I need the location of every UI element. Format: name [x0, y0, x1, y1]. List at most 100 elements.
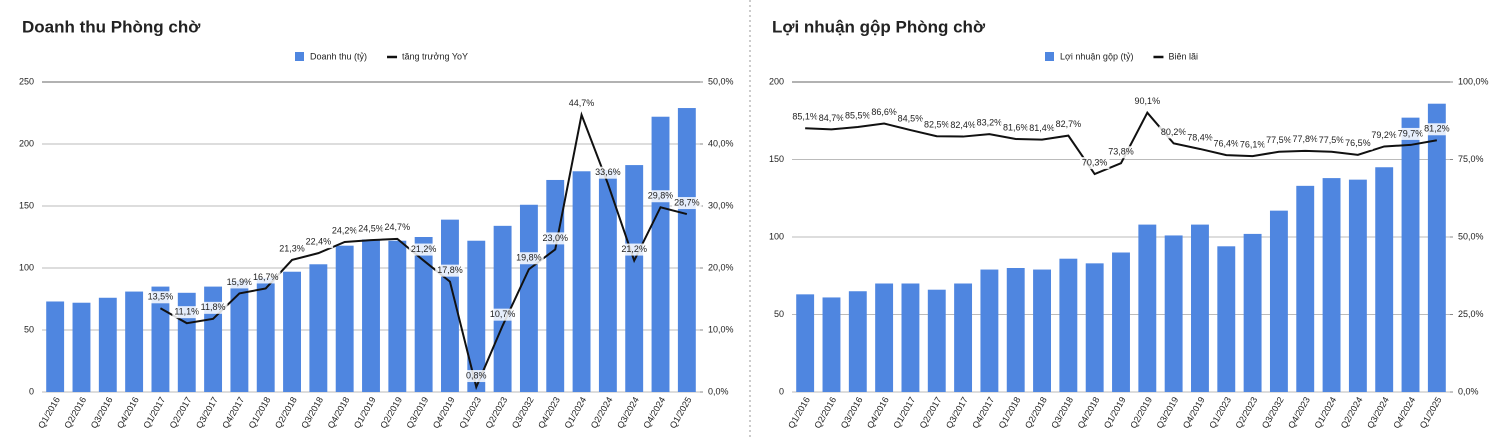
value-label: 78,4%	[1187, 132, 1213, 142]
value-label: 79,2%	[1371, 130, 1397, 140]
legend-swatch	[1045, 52, 1054, 61]
value-label: 29,8%	[648, 191, 674, 201]
value-label: 82,4%	[950, 120, 976, 130]
legend-swatch	[295, 52, 304, 61]
y-tick-label: 50	[774, 309, 784, 319]
value-label-bg	[540, 232, 571, 245]
value-label: 85,5%	[845, 110, 871, 120]
value-label-bg	[303, 236, 334, 249]
line	[805, 110, 1438, 176]
value-label-bg	[1343, 137, 1373, 150]
value-label: 86,6%	[871, 107, 897, 117]
bar	[72, 302, 91, 392]
value-label: 24,5%	[358, 223, 384, 233]
bar	[677, 108, 696, 392]
legend-label: Lợi nhuận gộp (tỷ)	[1060, 51, 1133, 61]
y-tick-label: 0	[29, 386, 34, 396]
value-label: 77,5%	[1319, 135, 1345, 145]
value-label-bg	[1000, 122, 1031, 135]
value-label-bg	[172, 306, 202, 319]
bar	[1348, 179, 1367, 392]
value-label: 16,7%	[253, 272, 279, 282]
bar	[625, 165, 644, 392]
value-label: 23,0%	[542, 233, 568, 243]
bar	[46, 301, 65, 392]
bar	[980, 269, 999, 392]
bar	[1269, 210, 1288, 392]
value-label: 84,5%	[898, 113, 924, 123]
value-label-bg	[382, 221, 413, 234]
value-label-bg	[1027, 122, 1057, 135]
y-tick-label: 200	[19, 138, 34, 148]
bar	[362, 239, 380, 392]
bar	[1191, 224, 1209, 392]
value-label-bg	[464, 370, 489, 383]
y-tick-label: 0	[779, 386, 784, 396]
value-label: 17,8%	[437, 265, 463, 275]
value-label: 84,7%	[819, 113, 845, 123]
y2-tick-label: 30,0%	[708, 200, 734, 210]
y-tick-label: 200	[769, 76, 784, 86]
value-label-bg	[672, 197, 702, 210]
value-label: 77,8%	[1292, 134, 1318, 144]
bar	[1006, 268, 1025, 392]
value-label: 24,2%	[332, 225, 358, 235]
value-label-bg	[566, 97, 597, 110]
bar	[230, 280, 249, 392]
y2-tick-label: 40,0%	[708, 138, 734, 148]
value-label: 90,1%	[1135, 96, 1161, 106]
bar	[651, 116, 670, 392]
value-label: 76,4%	[1214, 139, 1240, 149]
value-label-bg	[329, 224, 360, 237]
line	[159, 111, 688, 391]
bar	[1059, 258, 1078, 392]
value-label: 24,7%	[385, 222, 411, 232]
bar	[151, 286, 170, 392]
value-label-bg	[869, 106, 899, 119]
y2-tick-label: 0,0%	[1458, 386, 1479, 396]
value-label: 44,7%	[569, 98, 595, 108]
bar	[572, 171, 591, 392]
value-label-bg	[921, 119, 952, 132]
bar	[1401, 117, 1420, 393]
bar	[875, 283, 894, 392]
bar	[335, 245, 354, 392]
value-label-bg	[1369, 129, 1399, 142]
value-label: 85,1%	[792, 112, 818, 122]
value-label-bg	[1079, 157, 1110, 170]
value-label: 22,4%	[306, 236, 332, 246]
bar	[283, 271, 301, 392]
value-label: 10,7%	[490, 309, 516, 319]
y-tick-label: 100	[19, 262, 34, 272]
y2-tick-label: 20,0%	[708, 262, 734, 272]
value-label-bg	[514, 252, 544, 265]
chart-title: Lợi nhuận gộp Phòng chờ	[772, 17, 986, 36]
bar	[546, 179, 565, 392]
value-label: 33,6%	[595, 167, 621, 177]
bar	[848, 291, 867, 392]
value-label-bg	[895, 113, 926, 126]
bar	[1322, 178, 1341, 392]
value-label-bg	[974, 117, 1005, 130]
value-label: 82,5%	[924, 120, 950, 130]
value-label-bg	[948, 119, 978, 132]
value-label-bg	[1106, 146, 1136, 159]
y2-tick-label: 25,0%	[1458, 309, 1484, 319]
value-label-bg	[1211, 138, 1242, 151]
value-label-bg	[277, 242, 307, 255]
value-label: 77,5%	[1266, 135, 1292, 145]
value-label: 83,2%	[977, 117, 1003, 127]
value-label: 0,8%	[466, 370, 487, 380]
value-label-bg	[1053, 118, 1084, 131]
legend-label: Biên lãi	[1168, 51, 1198, 61]
value-label: 81,2%	[1424, 124, 1450, 134]
y-tick-label: 150	[769, 154, 784, 164]
value-label: 21,2%	[621, 244, 647, 254]
bar	[901, 283, 920, 392]
value-label: 81,4%	[1029, 123, 1055, 133]
bar	[927, 289, 946, 392]
value-label: 76,1%	[1240, 139, 1266, 149]
y2-tick-label: 100,0%	[1458, 76, 1489, 86]
y2-tick-label: 10,0%	[708, 324, 734, 334]
